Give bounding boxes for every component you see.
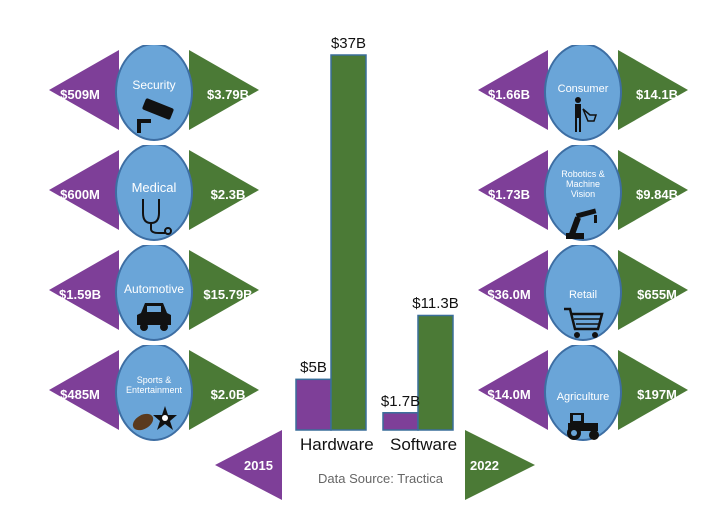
- year-2015-arrow: [215, 430, 282, 500]
- category-software-label: Software: [390, 435, 458, 454]
- year-2022-label: 2022: [470, 458, 499, 473]
- segment-automotive-label: Automotive: [123, 282, 185, 296]
- segment-robotics-2015-value: $1.73B: [488, 187, 530, 202]
- segment-medical-2022-value: $2.3B: [210, 187, 246, 202]
- robot-arm-icon: [566, 208, 597, 239]
- segment-agriculture-label: Agriculture: [556, 391, 610, 403]
- software-2022-label: $11.3B: [412, 295, 459, 313]
- segment-robotics-label: Robotics & Machine Vision: [561, 169, 605, 199]
- stethoscope-icon: [142, 199, 172, 235]
- bar-hardware-series-0: [295, 378, 332, 431]
- segment-medical: $600M $2.3B Medical: [44, 145, 264, 245]
- segment-sports-2022-value: $2.0B: [210, 387, 246, 402]
- segment-robotics-2022-value: $9.84B: [636, 187, 678, 202]
- segment-security: $509M $3.79B Security: [44, 45, 264, 145]
- segment-consumer: $1.66B $14.1B Consumer: [473, 45, 693, 145]
- year-2022-arrow: [465, 430, 535, 500]
- segment-consumer-label: Consumer: [557, 83, 609, 95]
- segment-security-2022-value: $3.79B: [207, 87, 249, 102]
- hardware-2015-label: $5B: [300, 359, 327, 377]
- segment-retail-2015-value: $36.0M: [487, 287, 531, 302]
- football-star-icon: [132, 406, 177, 431]
- segment-automotive-2015-value: $1.59B: [59, 287, 101, 302]
- segment-consumer-2022-value: $14.1B: [636, 87, 678, 102]
- segment-consumer-2015-value: $1.66B: [488, 87, 530, 102]
- software-2015-label: $1.7B: [380, 392, 421, 410]
- bar-hardware-series-1: [330, 54, 367, 431]
- segment-automotive: $1.59B $15.79B Automotive: [44, 245, 264, 345]
- segment-medical-2015-value: $600M: [60, 187, 100, 202]
- car-icon: [137, 303, 171, 331]
- year-2015-label: 2015: [244, 458, 273, 473]
- segment-retail-label: Retail: [568, 289, 598, 301]
- hardware-2022-label: $37B: [330, 35, 367, 52]
- bar-software-series-1: [417, 314, 454, 431]
- segment-robotics: $1.73B $9.84B Robotics & Machine Vision: [473, 145, 693, 245]
- tractor-icon: [567, 413, 599, 440]
- segment-automotive-2022-value: $15.79B: [203, 287, 253, 302]
- category-hardware-label: Hardware: [300, 435, 374, 454]
- segment-security-2015-value: $509M: [60, 87, 100, 102]
- segment-security-label: Security: [132, 78, 176, 92]
- segment-agriculture: $14.0M $197M Agriculture: [473, 345, 693, 445]
- segment-retail: $36.0M $655M Retail: [473, 245, 693, 345]
- security-camera-icon: [137, 98, 174, 133]
- segment-medical-label: Medical: [131, 180, 177, 195]
- data-source-caption: Data Source: Tractica: [318, 471, 443, 486]
- segment-sports-2015-value: $485M: [60, 387, 100, 402]
- segment-sports: $485M $2.0B Sports & Entertainment: [44, 345, 264, 445]
- segment-agriculture-2022-value: $197M: [637, 387, 677, 402]
- shopping-cart-icon: [564, 307, 604, 338]
- segment-agriculture-2015-value: $14.0M: [487, 387, 531, 402]
- shopper-icon: [575, 97, 598, 132]
- segment-retail-2022-value: $655M: [637, 287, 677, 302]
- segment-sports-label: Sports & Entertainment: [125, 375, 183, 395]
